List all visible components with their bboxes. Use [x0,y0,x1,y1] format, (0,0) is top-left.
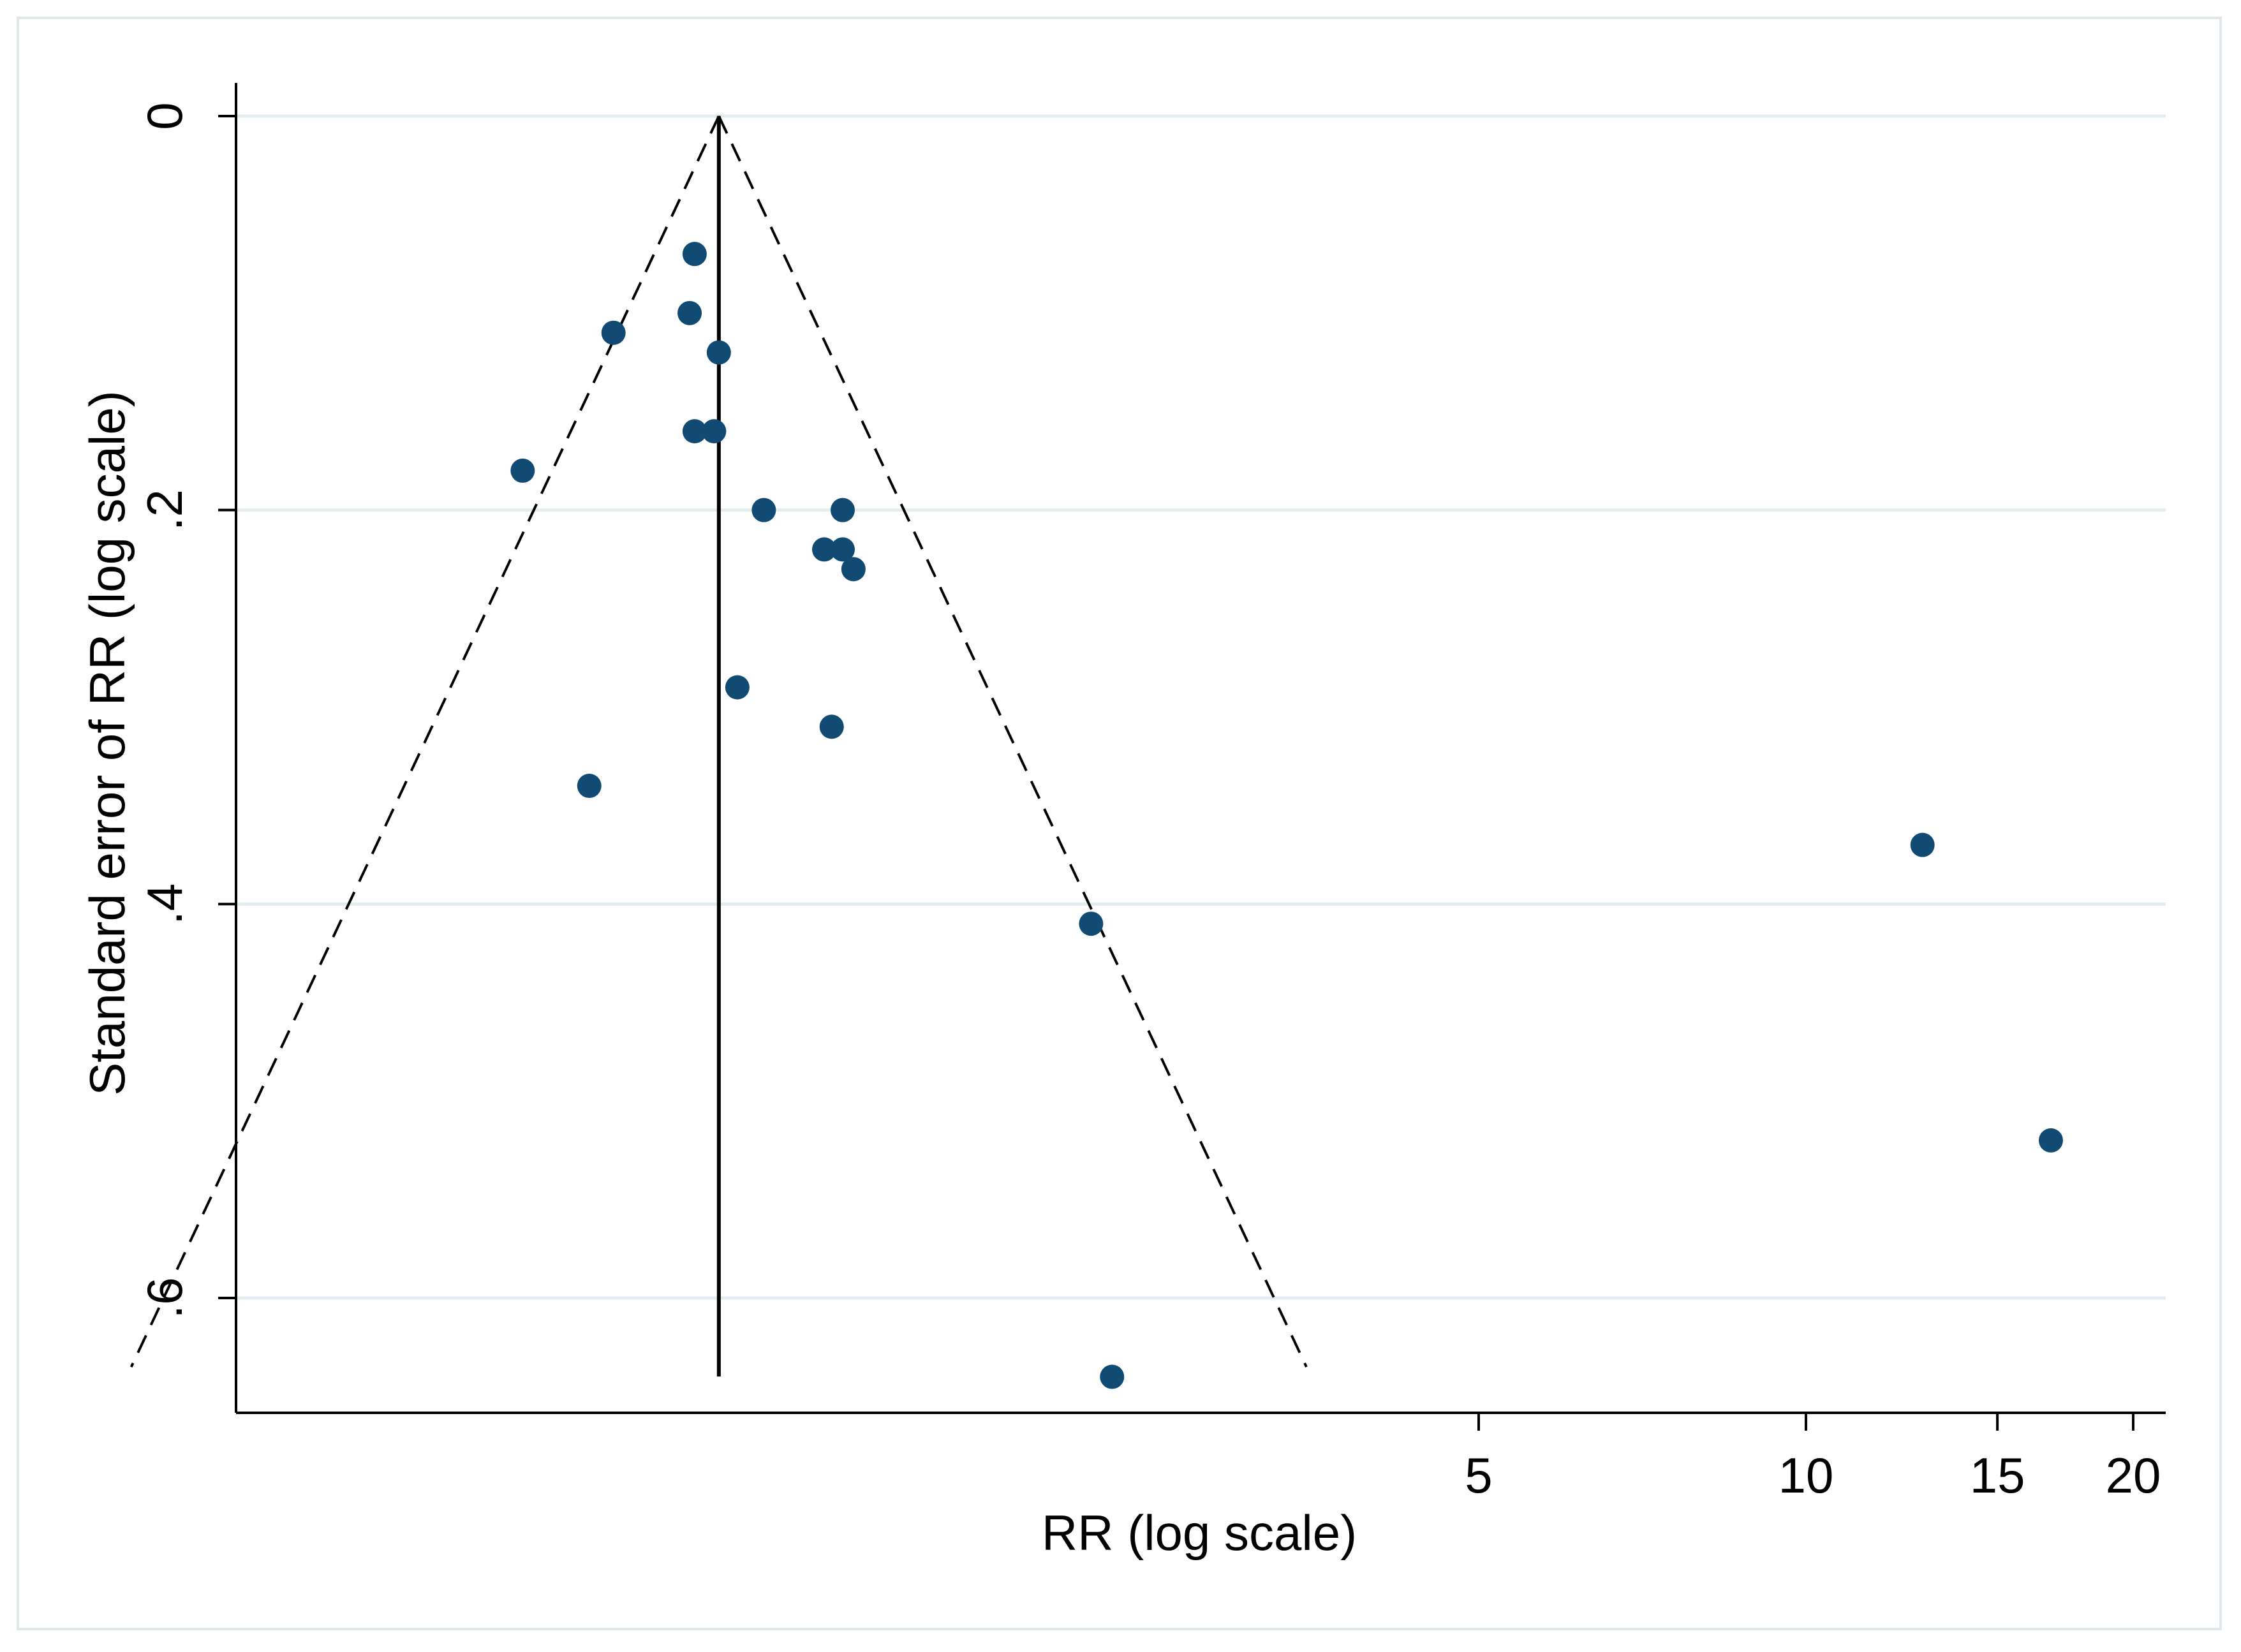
study-points [510,242,2063,1389]
y-tick-label-1: .2 [137,489,193,531]
study-point-14 [819,714,844,739]
study-point-17 [1079,911,1104,936]
study-point-10 [812,537,836,562]
axes [235,83,2166,1414]
figure-frame [17,17,2222,1630]
x-tick-label-0: 5 [1465,1447,1492,1503]
y-axis-title: Standard error of RR (log scale) [79,390,135,1095]
tick-marks: 0 .2 .4 .6 5 10 15 20 [137,102,2161,1503]
x-tick-label-2: 15 [1970,1447,2025,1503]
x-axis-title: RR (log scale) [1042,1505,1357,1561]
study-point-9 [831,498,855,522]
gridlines [236,114,2166,1300]
study-point-5 [682,419,707,444]
study-point-12 [841,557,866,582]
ci-upper-dashed-line [718,115,1308,1368]
study-point-19 [1100,1364,1125,1389]
pseudo-confidence-funnel [129,115,1308,1377]
study-point-7 [510,458,535,483]
study-point-4 [706,340,731,365]
study-point-2 [677,300,702,325]
study-point-18 [2038,1128,2063,1153]
study-point-16 [1910,832,1935,857]
study-point-6 [702,419,727,444]
y-tick-label-3: .6 [137,1277,193,1318]
study-point-1 [682,242,707,267]
study-point-13 [725,675,750,700]
x-tick-label-3: 20 [2106,1447,2161,1503]
study-point-3 [601,320,626,345]
study-point-8 [751,498,776,522]
y-tick-label-2: .4 [137,883,193,925]
study-point-11 [831,537,855,562]
ci-lower-dashed-line [129,115,720,1368]
y-tick-label-0: 0 [137,102,193,129]
x-tick-label-1: 10 [1779,1447,1834,1503]
study-point-15 [577,774,602,799]
